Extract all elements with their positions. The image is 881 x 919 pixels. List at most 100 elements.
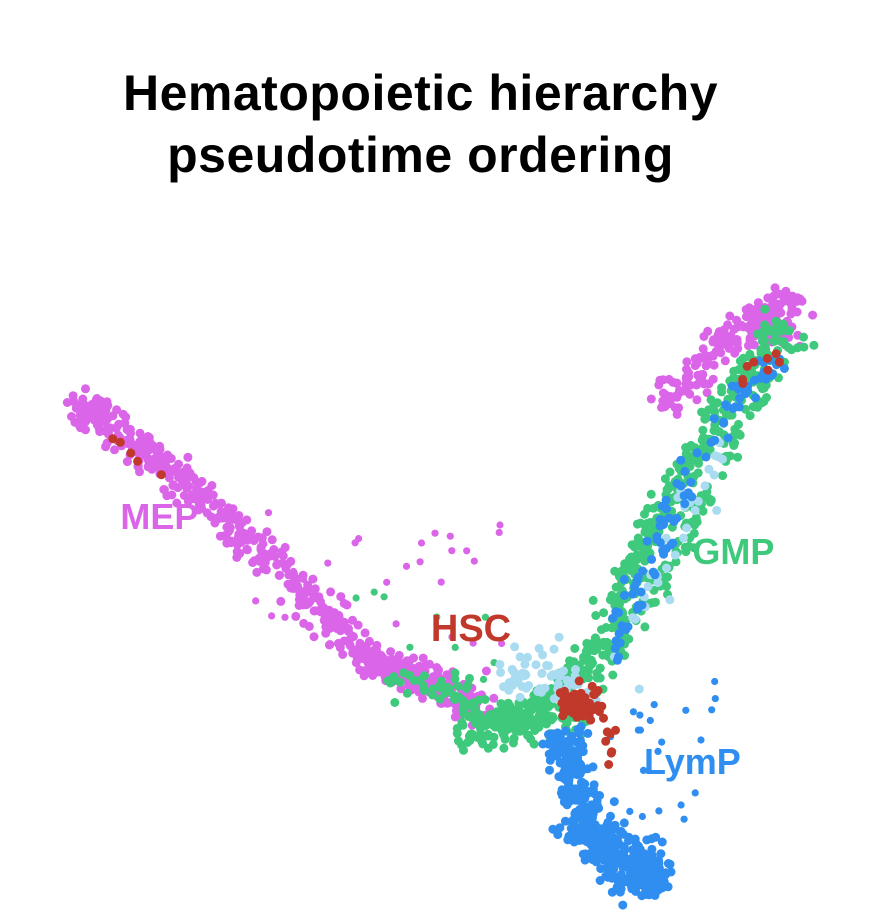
scatter-point-mep-379	[216, 498, 226, 508]
scatter-point-gmp-1526	[530, 726, 540, 735]
scatter-point-gmp-1538	[542, 693, 552, 703]
scatter-point-lymp-scatter-2332	[711, 677, 719, 686]
scatter-point-lymp-scatter-2329	[697, 736, 705, 744]
scatter-point-gmp-1228	[697, 407, 707, 417]
scatter-point-mep-868	[750, 306, 760, 316]
scatter-point-lymp-2285	[749, 375, 759, 385]
scatter-point-mep-722	[725, 311, 735, 321]
scatter-point-gmp-1401	[718, 471, 728, 481]
scatter-point-gmp-1186	[649, 503, 658, 513]
scatter-point-lymp-2078	[578, 747, 588, 757]
scatter-point-lymp-2219	[569, 814, 579, 824]
scatter-point-mep-439	[222, 538, 232, 548]
scatter-point-mep-577	[87, 399, 97, 409]
scatter-point-lymp-2165	[620, 855, 630, 865]
scatter-point-light-1628	[531, 660, 541, 670]
scatter-point-mep-scatter-904	[264, 509, 273, 517]
scatter-point-lymp-scatter-2337	[677, 801, 685, 809]
scatter-point-lymp-2150	[651, 832, 661, 842]
scatter-point-mep-scatter-899	[498, 639, 506, 648]
scatter-point-mep-566	[77, 414, 87, 424]
scatter-point-lymp-2303	[709, 414, 719, 424]
scatter-point-mep-819	[718, 336, 728, 346]
scatter-point-light-1689	[653, 578, 663, 588]
scatter-point-mep-492	[374, 651, 384, 661]
scatter-point-light-1635	[562, 675, 572, 685]
scatter-point-light-1666	[518, 668, 527, 678]
scatter-point-mep-421	[277, 547, 287, 557]
scatter-point-gmp-930	[660, 474, 670, 484]
scatter-point-mep-505	[311, 606, 321, 616]
scatter-point-mep-512	[296, 591, 306, 601]
scatter-point-lymp-2298	[638, 566, 648, 576]
scatter-point-lymp-scatter-2327	[711, 695, 719, 703]
scatter-point-mep-783	[734, 319, 744, 329]
scatter-point-mep-471	[191, 477, 201, 486]
scatter-point-mep-777	[730, 348, 740, 358]
scatter-point-light-1645	[559, 666, 568, 676]
scatter-point-gmp-1299	[705, 445, 715, 455]
scatter-point-hsc-2452	[108, 434, 118, 444]
scatter-point-light-1675	[509, 667, 519, 677]
scatter-point-gmp-1475	[529, 739, 539, 749]
scatter-point-gmp-1234	[630, 542, 640, 552]
scatter-point-gmp-1264	[778, 319, 788, 329]
scatter-point-lymp-2267	[680, 466, 690, 476]
scatter-point-gmp-1535	[490, 711, 500, 721]
scatter-point-hsc-2439	[601, 736, 611, 746]
cluster-label-mep: MEP	[120, 496, 198, 537]
scatter-point-mep-482	[308, 574, 318, 584]
scatter-point-lymp-2273	[676, 481, 686, 491]
scatter-point-gmp-1555	[527, 705, 537, 715]
scatter-point-gmp-1545	[526, 697, 536, 707]
scatter-point-mep-481	[336, 626, 345, 636]
scatter-point-mep-263	[118, 409, 128, 419]
scatter-point-gmp-1314	[621, 562, 631, 572]
scatter-point-mep-scatter-880	[268, 612, 276, 620]
scatter-point-lymp-2162	[661, 869, 671, 879]
scatter-point-lymp-2310	[652, 535, 662, 544]
scatter-point-mep-307	[252, 567, 262, 577]
scatter-point-lymp-2217	[605, 849, 615, 859]
scatter-points	[62, 283, 819, 910]
scatter-point-mep-506	[325, 613, 335, 622]
scatter-point-mep-80	[232, 547, 242, 557]
scatter-point-mep-798	[684, 368, 694, 378]
scatter-point-lymp-2297	[672, 513, 682, 523]
scatter-point-lymp-2304	[614, 608, 624, 618]
scatter-point-lymp-2313	[608, 613, 618, 623]
scatter-point-gmp-1242	[665, 467, 675, 477]
scatter-point-lymp-2311	[661, 544, 671, 554]
scatter-point-gmp-1321	[686, 440, 696, 450]
scatter-point-hsc-2448	[774, 357, 784, 367]
scatter-point-gmp-1584	[402, 688, 412, 698]
scatter-point-gmp-scatter-1613	[435, 681, 443, 689]
scatter-point-mep-853	[741, 312, 751, 322]
scatter-point-mep-802	[655, 375, 665, 385]
scatter-point-gmp-1525	[496, 699, 506, 709]
scatter-point-gmp-1256	[459, 745, 468, 755]
scatter-point-mep-517	[159, 485, 169, 495]
scatter-point-light-1678	[670, 550, 680, 560]
scatter-point-lymp-1955	[618, 900, 628, 910]
scatter-point-mep-311	[183, 496, 193, 506]
scatter-point-gmp-955	[499, 743, 509, 753]
scatter-point-hsc-2437	[555, 688, 565, 698]
scatter-point-mep-578	[87, 413, 97, 423]
scatter-point-mep-468	[152, 444, 162, 454]
scatter-point-gmp-1303	[610, 566, 620, 576]
scatter-point-light-1651	[524, 681, 534, 690]
scatter-point-lymp-1759	[596, 864, 606, 874]
scatter-point-mep-544	[108, 411, 118, 421]
scatter-point-hsc-2432	[594, 707, 604, 717]
scatter-point-lymp-2130	[648, 883, 658, 892]
scatter-point-lymp-1998	[545, 755, 555, 765]
scatter-point-lymp-2291	[719, 418, 729, 428]
scatter-point-gmp-1169	[757, 336, 767, 346]
scatter-point-lymp-2016	[561, 726, 571, 736]
scatter-point-mep-499	[158, 456, 168, 466]
scatter-point-hsc-2443	[738, 374, 748, 384]
scatter-point-gmp-1551	[510, 724, 520, 734]
scatter-point-light-1690	[709, 470, 719, 480]
